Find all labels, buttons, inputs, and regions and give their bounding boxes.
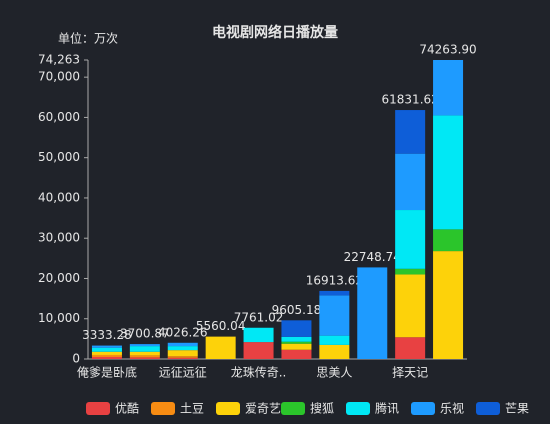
bar-segment: [129, 355, 160, 358]
bar-segment: [395, 153, 426, 211]
legend-swatch: [216, 402, 240, 415]
bar-segment: [395, 210, 426, 269]
bar-segment: [167, 350, 198, 357]
bar-segment: [129, 344, 160, 347]
x-tick-label: 远征远征: [159, 366, 207, 380]
total-label: 5560.04: [196, 319, 246, 333]
bar-segment: [129, 346, 160, 352]
bar-segment: [281, 336, 312, 342]
bar-segment: [319, 344, 350, 359]
total-label: 3333.28: [82, 328, 132, 342]
bar-segment: [167, 342, 198, 347]
x-tick-label: 俺爹是卧底: [77, 365, 137, 380]
legend-label: 优酷: [115, 402, 139, 416]
total-label: 61831.62: [382, 93, 439, 107]
bar-segment: [243, 327, 274, 343]
bar-segment: [395, 337, 426, 359]
y-tick-label: 60,000: [38, 110, 80, 124]
bar-segment: [91, 351, 122, 355]
legend-swatch: [476, 402, 500, 415]
y-tick-label: 30,000: [38, 231, 80, 245]
bar-segment: [91, 347, 122, 352]
bar-segment: [433, 59, 464, 116]
bar-segment: [395, 274, 426, 338]
bar-segment: [281, 341, 312, 344]
bar-segment: [243, 342, 274, 359]
y-tick-label: 40,000: [38, 190, 80, 204]
total-label: 22748.74: [344, 250, 401, 264]
bar-segment: [91, 345, 122, 348]
total-label: 7761.02: [234, 310, 284, 324]
legend-label: 乐视: [440, 401, 464, 416]
legend-swatch: [346, 402, 370, 415]
bar-segment: [395, 110, 426, 154]
legend-swatch: [411, 402, 435, 415]
legend-label: 土豆: [180, 402, 204, 416]
x-tick-label: 择天记: [392, 366, 428, 380]
bar-segment: [281, 343, 312, 350]
bar-segment: [433, 229, 464, 252]
bar-segment: [319, 335, 350, 345]
y-tick-label: 10,000: [38, 311, 80, 325]
bar-segment: [357, 267, 388, 359]
x-tick-label: 龙珠传奇..: [231, 365, 287, 380]
y-tick-label: 74,263: [38, 53, 80, 67]
bar-segment: [281, 349, 312, 359]
legend-label: 搜狐: [310, 401, 334, 416]
bar-segment: [319, 295, 350, 336]
bar-segment: [167, 346, 198, 351]
legend-swatch: [151, 402, 175, 415]
total-label: 9605.18: [272, 303, 322, 317]
bar-segment: [205, 336, 236, 359]
total-label: 16913.62: [306, 273, 363, 287]
legend-label: 腾讯: [375, 401, 399, 416]
bar-segment: [91, 356, 122, 359]
legend-swatch: [86, 402, 110, 415]
bar-segment: [319, 290, 350, 296]
bar-segment: [395, 268, 426, 275]
y-tick-label: 70,000: [38, 70, 80, 84]
y-tick-label: 20,000: [38, 271, 80, 285]
bar-segment: [281, 320, 312, 337]
bar-segment: [129, 351, 160, 356]
y-axis-label: 单位：万次: [58, 31, 118, 46]
total-label: 74263.90: [419, 42, 476, 56]
y-tick-label: 50,000: [38, 150, 80, 164]
total-label: 4026.26: [158, 325, 208, 339]
chart-title: 电视剧网络日播放量: [212, 24, 338, 41]
total-label: 3700.87: [120, 327, 170, 341]
y-tick-label: 0: [72, 352, 80, 366]
bar-segment: [433, 115, 464, 230]
bar-segment: [167, 356, 198, 358]
bar-segment: [129, 357, 160, 359]
legend-label: 芒果: [505, 401, 529, 416]
bar-segment: [433, 251, 464, 359]
legend-label: 爱奇艺: [245, 402, 281, 416]
legend-swatch: [281, 402, 305, 415]
bar-segment: [167, 357, 198, 359]
bar-segment: [91, 354, 122, 357]
x-tick-label: 思美人: [316, 366, 352, 380]
